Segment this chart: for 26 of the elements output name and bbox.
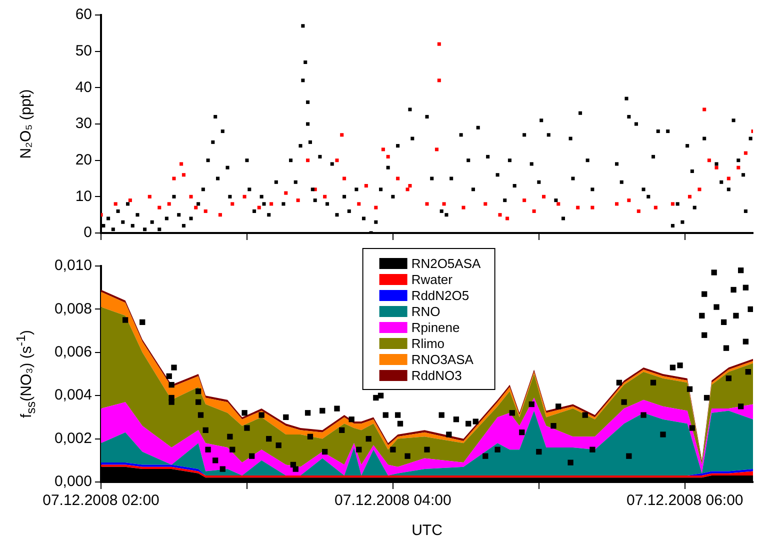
legend-label: Rwater: [411, 272, 452, 286]
y-tick-label: 0,010: [54, 257, 92, 274]
legend-label: RNO3ASA: [411, 352, 474, 366]
x-axis-title: UTC: [412, 522, 443, 540]
y-axis-title: N₂O₅ (ppt): [18, 89, 34, 159]
legend-label: Rlimo: [411, 336, 445, 350]
legend-label: Rpinene: [411, 320, 460, 334]
y-tick-label: 30: [75, 115, 92, 132]
y-tick-label: 0: [84, 224, 92, 242]
x-tick-label: 07.12.2008 06:00: [626, 492, 744, 510]
legend-label: RN2O5ASA: [411, 256, 481, 270]
y-tick-label: 40: [75, 78, 92, 96]
y-tick-label: 0,004: [54, 386, 92, 404]
y-tick-label: 0,006: [54, 344, 92, 361]
legend-label: RddNO3: [411, 368, 462, 382]
y-tick-label: 0,008: [54, 300, 92, 318]
y-tick-label: 0,000: [54, 473, 92, 490]
x-tick-label: 07.12.2008 02:00: [42, 492, 160, 510]
y-tick-label: 60: [75, 6, 92, 24]
legend-label: RNO: [411, 304, 440, 318]
y-tick-label: 0,002: [54, 430, 92, 447]
x-tick-label: 07.12.2008 04:00: [334, 492, 452, 510]
y-tick-label: 50: [75, 42, 92, 60]
legend-label: RddN2O5: [411, 288, 470, 302]
y-tick-label: 10: [75, 188, 92, 205]
y-tick-label: 20: [75, 151, 92, 168]
